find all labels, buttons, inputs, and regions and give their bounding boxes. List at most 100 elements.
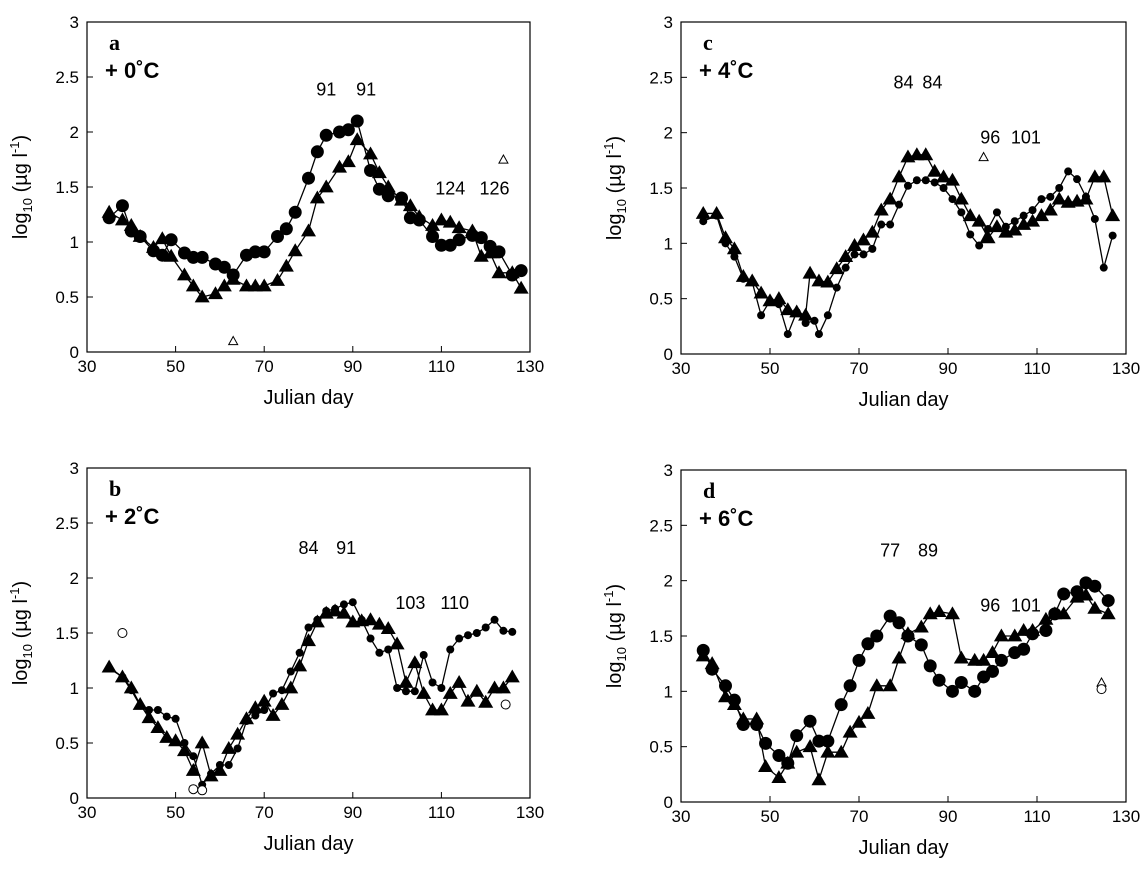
circle-point bbox=[195, 250, 209, 264]
triangle-point bbox=[380, 621, 396, 634]
circle-point bbox=[393, 684, 402, 692]
circle-point bbox=[348, 598, 357, 607]
triangle-point bbox=[394, 192, 410, 206]
day-annotation: 77 bbox=[880, 540, 900, 560]
circle-point bbox=[452, 233, 466, 247]
circle-point bbox=[1073, 175, 1082, 184]
triangle-point bbox=[442, 214, 458, 228]
circle-point bbox=[699, 217, 708, 226]
triangle-point bbox=[207, 286, 223, 300]
triangle-point bbox=[194, 735, 210, 749]
y-tick-label: 1 bbox=[664, 682, 673, 701]
circle-point bbox=[375, 648, 384, 657]
triangle-point bbox=[851, 714, 867, 728]
triangle-point bbox=[269, 273, 285, 286]
circle-point bbox=[870, 629, 884, 643]
y-tick-label: 0 bbox=[664, 793, 673, 812]
y-tick-label: 0.5 bbox=[55, 734, 79, 753]
triangle-point bbox=[927, 163, 943, 177]
triangle-point bbox=[407, 655, 423, 669]
triangle-point bbox=[953, 191, 969, 205]
circle-point bbox=[841, 263, 850, 272]
panel-letter: a bbox=[109, 30, 120, 55]
triangle-point bbox=[185, 763, 201, 776]
circle-point bbox=[852, 653, 866, 667]
triangle-point bbox=[864, 224, 880, 238]
day-annotation: 103 bbox=[395, 593, 425, 613]
triangle-point bbox=[993, 628, 1009, 642]
triangle-point bbox=[123, 680, 139, 694]
y-tick-label: 3 bbox=[664, 461, 673, 480]
y-label-close: ) bbox=[604, 136, 626, 143]
circle-point bbox=[1037, 195, 1046, 204]
circle-point bbox=[319, 128, 333, 142]
circle-point bbox=[180, 739, 189, 747]
triangle-point bbox=[695, 648, 711, 662]
triangle-point bbox=[891, 169, 907, 183]
triangle-point bbox=[123, 218, 139, 231]
circle-point bbox=[834, 698, 848, 712]
triangle-point bbox=[168, 733, 184, 747]
triangle-point bbox=[451, 220, 467, 234]
circle-point bbox=[401, 687, 410, 696]
circle-point bbox=[932, 673, 946, 687]
x-tick-label: 110 bbox=[1023, 359, 1050, 378]
open-circle-point bbox=[197, 785, 208, 796]
triangle-point bbox=[318, 179, 334, 193]
triangle-point bbox=[176, 743, 192, 757]
y-tick-label: 0.5 bbox=[55, 288, 79, 307]
panel-a: 30 50 70 90 110 130 0 0.5 1 1.5 2 2.5 3 Julian day log… bbox=[7, 13, 544, 409]
y-axis-label: log10 (µg l-1) bbox=[601, 584, 629, 688]
circle-point bbox=[463, 631, 472, 640]
open-circle-point bbox=[1096, 684, 1107, 695]
circle-point bbox=[455, 634, 464, 643]
y-tick-label: 0 bbox=[70, 789, 79, 808]
circle-point bbox=[810, 316, 819, 325]
circle-point bbox=[171, 714, 180, 723]
x-tick-label: 30 bbox=[672, 807, 691, 826]
triangle-point bbox=[159, 730, 175, 743]
circle-point bbox=[490, 615, 499, 624]
triangle-point bbox=[718, 689, 733, 703]
circle-point bbox=[233, 744, 242, 753]
triangle-point bbox=[402, 198, 418, 212]
circle-point bbox=[260, 706, 269, 714]
triangle-point bbox=[811, 772, 827, 786]
triangle-point bbox=[704, 656, 720, 670]
y-label-sub: 10 bbox=[20, 644, 35, 658]
triangle-point bbox=[726, 241, 742, 255]
triangle-point bbox=[1087, 600, 1103, 614]
circle-point bbox=[1019, 211, 1028, 220]
triangle-point bbox=[820, 274, 836, 288]
circle-point bbox=[1057, 587, 1071, 601]
triangle-point bbox=[163, 248, 179, 262]
circle-point bbox=[1090, 214, 1099, 223]
circle-point bbox=[790, 729, 804, 743]
circle-point bbox=[801, 319, 810, 328]
triangle-point bbox=[132, 229, 148, 242]
circle-point bbox=[921, 176, 930, 185]
triangle-point bbox=[349, 132, 365, 146]
triangle-point bbox=[695, 205, 711, 219]
circle-point bbox=[957, 208, 966, 217]
day-annotation: 91 bbox=[316, 80, 336, 100]
y-label-unit: (µg l bbox=[604, 602, 626, 647]
circle-point bbox=[310, 145, 324, 159]
triangle-point bbox=[225, 271, 241, 285]
circle-point bbox=[945, 684, 959, 698]
triangle-point bbox=[451, 675, 467, 688]
day-annotation: 101 bbox=[1011, 596, 1041, 616]
y-label-sup: -1 bbox=[7, 142, 22, 154]
circle-point bbox=[912, 176, 921, 185]
triangle-point bbox=[873, 202, 889, 216]
y-label-unit: (µg l bbox=[604, 154, 626, 199]
triangle-point bbox=[847, 238, 863, 251]
triangle-point bbox=[798, 307, 814, 321]
y-tick-label: 0.5 bbox=[649, 290, 673, 309]
triangle-point bbox=[962, 208, 978, 222]
panel-letter: b bbox=[109, 476, 121, 501]
circle-point bbox=[1017, 642, 1031, 656]
triangle-point bbox=[1016, 217, 1032, 230]
triangle-point bbox=[1038, 611, 1054, 625]
y-tick-label: 2.5 bbox=[55, 514, 79, 533]
